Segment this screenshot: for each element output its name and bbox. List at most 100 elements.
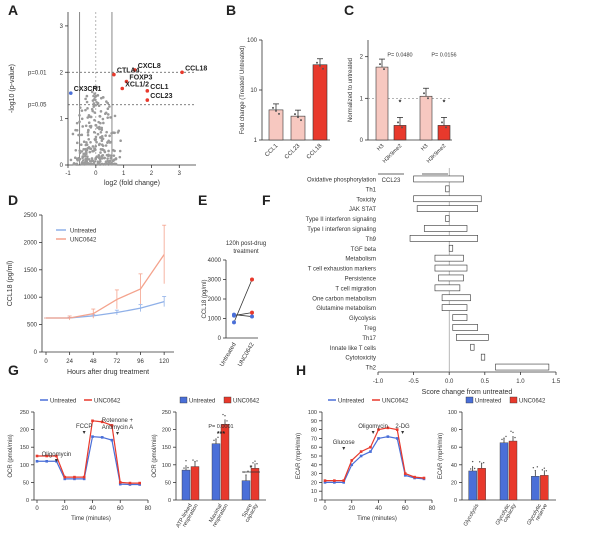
volcano-gene-label: CXCL8 (138, 63, 161, 70)
panelh-ecar-series-marker (422, 476, 426, 480)
volcano-point (112, 154, 116, 157)
panelc-category-label: H3 (420, 143, 429, 152)
panelg-ocr-legend-label: Untreated (50, 399, 76, 405)
panelh-annotation-oligomycin: Oligomycin (358, 424, 388, 430)
volcano-point (89, 140, 92, 144)
panelh-bars-replicate-dot (473, 467, 476, 470)
volcano-point (105, 162, 109, 166)
panelg-ocr-series-marker (55, 459, 58, 463)
paneld-x-tick-label: 72 (114, 359, 121, 365)
panelf-category-label: Treg (364, 326, 376, 332)
panelh-ecar-series-marker (333, 481, 336, 484)
volcano-gene-label: XCL1/2 (125, 82, 149, 89)
panelh-ecar-legend-label: Untreated (338, 399, 364, 405)
volcano-point (73, 156, 77, 160)
volcano-point (86, 107, 89, 110)
panelb-y-tick-label: 10 (250, 88, 257, 94)
panelg-ocr-series-marker (63, 475, 67, 479)
panelg-ocr-y-label: OCR (pmol/min) (8, 434, 14, 477)
volcano-point (81, 125, 85, 128)
panelb-bar (312, 64, 328, 141)
volcano-gene-label: CX3CR1 (74, 86, 102, 93)
volcano-point (101, 117, 105, 121)
panelh-bars-y-tick-label: 60 (451, 445, 457, 451)
volcano-point (109, 116, 112, 119)
panelg-ocr-series-marker (138, 483, 141, 486)
panelh-annotation-glucose: Glucose (333, 440, 356, 446)
volcano-point (109, 156, 113, 160)
volcano-point (92, 130, 96, 134)
volcano-point (108, 141, 112, 144)
panelg-ocr-series-marker (82, 477, 86, 481)
panelg-ocr-series-marker (118, 481, 122, 484)
panelc-bar (437, 125, 451, 141)
panelg-annotation-antimycin: Antimycin A (102, 425, 133, 431)
panelb-y-label: Fold change (Treated/ Untreated) (240, 46, 246, 135)
panele-category-label: UNC0642 (237, 341, 256, 367)
panele-point-treated (250, 310, 254, 315)
volcano-gene-label: FOXP3 (129, 75, 152, 82)
panelc-replicate-dot (383, 68, 385, 71)
panelc-replicate-dot (423, 92, 425, 95)
panelh-bars-bar (531, 476, 540, 501)
panelb-replicate-dot (322, 67, 324, 70)
panelh-ecar-series-marker (395, 437, 399, 440)
volcano-point (78, 133, 81, 137)
volcano-point (92, 105, 96, 108)
paneld-y-tick-label: 1000 (24, 295, 38, 301)
panelh-ecar-x-tick-label: 0 (323, 506, 327, 512)
panelb-replicate-dot (316, 61, 318, 64)
panelg-ocr-x-tick-label: 60 (117, 506, 124, 512)
panelg-ocr-series-marker (110, 438, 114, 442)
panelb-replicate-dot (272, 106, 274, 109)
panelf-category-label: Th17 (362, 336, 376, 342)
paneld-legend-label: UNC0642 (70, 238, 97, 244)
volcano-point (80, 150, 84, 153)
volcano-y-tick-label: 3 (60, 24, 64, 30)
panelf-category-label: Th1 (366, 187, 377, 193)
volcano-x-tick-label: 3 (178, 171, 182, 177)
paneld-y-label: CCL18 (pg/ml) (7, 261, 14, 307)
panelf-range-bar (423, 225, 468, 232)
panelh-bars-replicate-dot (543, 467, 546, 469)
panelg-ocr-x-tick-label: 0 (35, 506, 39, 512)
volcano-point (88, 150, 92, 154)
panelg-bars-y-tick-label: 200 (162, 428, 171, 434)
volcano-point (83, 154, 87, 158)
panelf-category-label: Toxicity (356, 197, 376, 203)
panelh-ecar-y-tick-label: 20 (311, 480, 317, 486)
volcano-point (101, 137, 105, 141)
panelg-bars-legend-swatch (223, 396, 232, 404)
volcano-point (99, 151, 102, 154)
volcano-point (100, 96, 103, 100)
volcano-y-label: -log10 (p-value) (9, 64, 16, 113)
volcano-point (69, 158, 73, 162)
panelc-replicate-dot (397, 121, 399, 124)
panelg-bars-replicate-dot (222, 413, 224, 416)
volcano-point (100, 126, 104, 130)
volcano-point (75, 141, 79, 145)
volcano-point (98, 157, 102, 161)
panelh-bars-replicate-dot (510, 430, 512, 432)
volcano-point (98, 127, 101, 131)
panelf-range-bar (434, 284, 461, 292)
panelg-ocr-series-marker (138, 481, 141, 485)
volcano-point (83, 161, 87, 164)
panelh-ecar-y-tick-label: 50 (311, 454, 317, 460)
volcano-point (98, 115, 102, 118)
panelg-ocr-y-tick-label: 0 (26, 498, 29, 504)
paneld-y-tick-label: 2500 (24, 213, 38, 219)
panelf-category-label: Glycolysis (349, 316, 376, 322)
panel-label-g: G (8, 362, 19, 378)
panelf-x-tick-label: -1.0 (373, 379, 384, 385)
panelf-range-bar (416, 205, 478, 212)
volcano-point (105, 153, 109, 157)
volcano-point (100, 135, 104, 138)
volcano-point (106, 141, 109, 144)
panelh-bars-replicate-dot (471, 460, 474, 463)
panelf-range-bar (413, 195, 482, 203)
panelh-ecar-y-tick-label: 70 (311, 436, 317, 442)
panele-y-label: CCL18 (pg/ml) (202, 279, 208, 318)
panelc-p-value: P= 0.0156 (431, 53, 456, 59)
panelc-replicate-dot (427, 97, 429, 100)
